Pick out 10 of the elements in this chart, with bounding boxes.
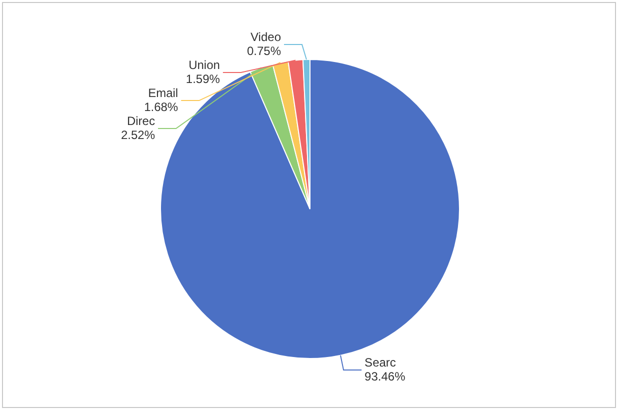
slice-label: Union [188,58,220,72]
slice-label: Searc [364,355,396,370]
data-label: 0.75% [246,44,282,58]
data-label: 1.68% [144,100,178,114]
slice-label: Video [250,30,282,44]
data-label: 2.52% [120,128,156,142]
data-label: 1.59% [186,72,220,86]
data-label: 93.46% [364,369,406,384]
slice-label: Email [148,86,178,100]
slice-label: Direc [126,114,155,128]
